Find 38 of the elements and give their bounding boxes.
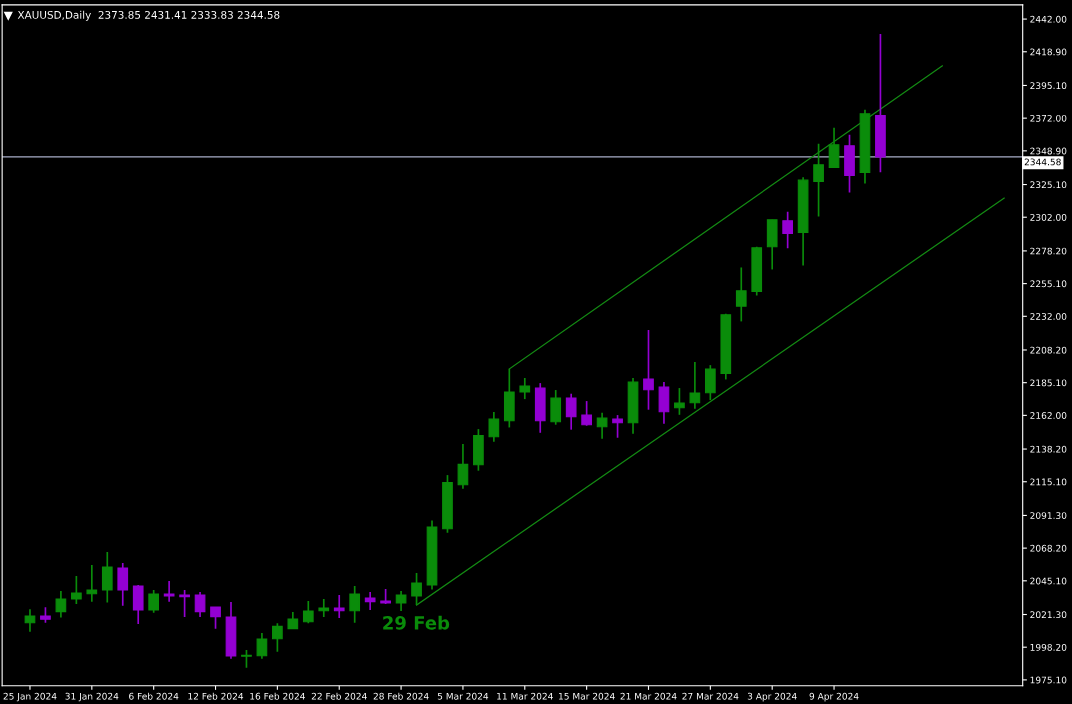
- y-tick-label: 2278.20: [1030, 247, 1067, 255]
- x-tick-label: 25 Jan 2024: [3, 692, 57, 702]
- x-tick-label: 28 Feb 2024: [373, 692, 429, 700]
- x-tick-label: 5 Mar 2024: [437, 692, 489, 700]
- y-tick-label: 2255.10: [1030, 280, 1067, 288]
- y-tick-label: 2418.90: [1030, 48, 1067, 56]
- x-tick-label: 9 Apr 2024: [809, 692, 859, 702]
- x-tick-label: 11 Mar 2024: [497, 692, 553, 700]
- x-tick-label: 15 Mar 2024: [559, 692, 615, 700]
- y-tick-label: 1998.20: [1030, 643, 1067, 651]
- y-tick-label: 2091.30: [1030, 512, 1067, 519]
- x-tick-label: 21 Mar 2024: [620, 692, 677, 700]
- y-tick-label: 2068.20: [1030, 544, 1067, 552]
- y-tick-label: 2232.00: [1030, 313, 1067, 320]
- x-tick-label: 22 Feb 2024: [311, 692, 367, 700]
- y-tick-label: 2185.10: [1030, 379, 1067, 387]
- x-tick-label: 12 Feb 2024: [188, 692, 244, 700]
- y-tick-label: 2021.30: [1030, 611, 1067, 619]
- ref-line-label: 2344.58: [1024, 158, 1061, 166]
- x-tick-label: 31 Jan 2024: [65, 692, 119, 702]
- y-tick-label: 2302.00: [1030, 213, 1067, 221]
- x-tick-label: 3 Apr 2024: [747, 692, 797, 702]
- y-tick-label: 2442.00: [1030, 15, 1067, 23]
- x-tick-label: 16 Feb 2024: [250, 692, 305, 700]
- y-tick-label: 2115.10: [1030, 478, 1067, 486]
- annotation: 29 Feb: [383, 615, 450, 630]
- y-tick-label: 2138.20: [1030, 445, 1067, 453]
- text: XAUUSD,Daily 2373.85 2431.41 2333.83 2344.58: [17, 10, 280, 21]
- y-tick-label: 1975.10: [1030, 676, 1067, 684]
- y-tick-label: 2162.00: [1030, 412, 1067, 419]
- y-tick-label: 2348.90: [1030, 147, 1067, 155]
- x-tick-label: 27 Mar 2024: [682, 692, 739, 700]
- y-tick-label: 2045.10: [1030, 577, 1067, 585]
- x-tick-label: 6 Feb 2024: [129, 692, 179, 700]
- y-tick-label: 2395.10: [1030, 82, 1067, 90]
- y-tick-label: 2325.10: [1030, 181, 1067, 189]
- y-tick-label: 2372.00: [1030, 114, 1067, 122]
- y-tick-label: 2208.20: [1030, 346, 1067, 354]
